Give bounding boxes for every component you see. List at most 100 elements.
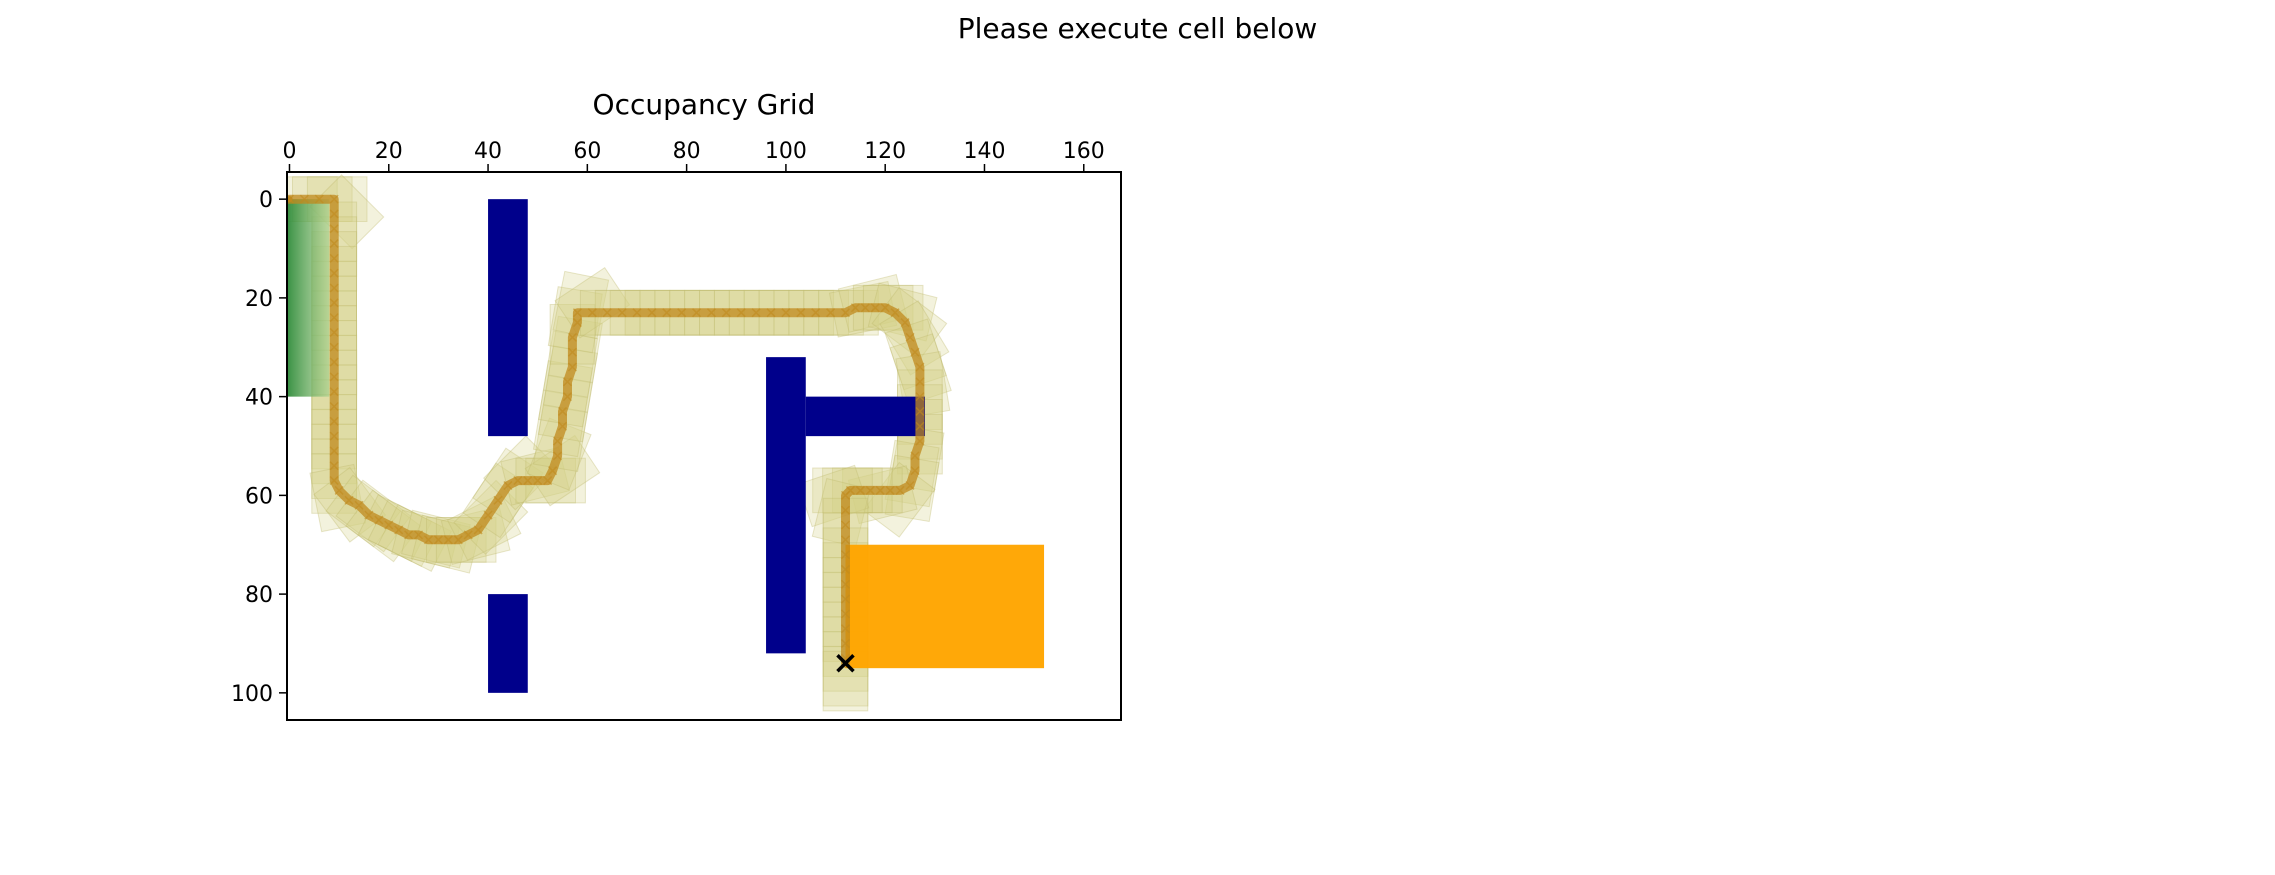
path-point [617, 308, 627, 318]
path-point [840, 490, 851, 500]
path-point [473, 525, 483, 535]
path-point [692, 308, 702, 318]
path-point [840, 564, 851, 574]
obstacle-block [488, 199, 528, 437]
path-point [329, 327, 339, 337]
path-point [329, 357, 339, 367]
path-point [453, 535, 463, 545]
path-point [840, 579, 851, 589]
path-point [423, 535, 434, 545]
path-point [543, 476, 553, 486]
goal-region [845, 544, 1045, 669]
path-point [483, 510, 493, 520]
x-tick-label: 0 [282, 139, 296, 164]
path-layer [287, 194, 925, 668]
path-point [329, 342, 339, 352]
path-point [895, 485, 905, 495]
path-point [915, 362, 925, 372]
end-marker-x [836, 653, 855, 673]
path-point [662, 308, 672, 318]
path-point [860, 303, 870, 313]
path-point [572, 318, 582, 328]
path-point [840, 550, 851, 560]
path-point [885, 485, 895, 495]
path-point [766, 308, 776, 318]
path-point [329, 372, 339, 382]
x-tick-label: 80 [673, 139, 701, 164]
path-point [840, 609, 851, 619]
y-tick-label: 60 [245, 484, 273, 509]
path-point [905, 480, 915, 491]
path-point [865, 485, 875, 495]
path-point [329, 298, 339, 308]
start-region [287, 199, 330, 397]
path-point [875, 485, 885, 495]
path-point [840, 624, 851, 634]
x-tick-label: 160 [1063, 139, 1105, 164]
path-point [915, 421, 925, 431]
path-point [910, 466, 920, 476]
path-point [503, 480, 513, 491]
path-point [443, 535, 453, 545]
path-point [562, 377, 573, 387]
path-point [840, 505, 851, 515]
path-point [840, 308, 851, 318]
path-point [433, 535, 443, 545]
path-point [329, 401, 339, 412]
path-point [890, 308, 900, 318]
footprint-mark [524, 434, 601, 507]
path-point [677, 308, 687, 318]
path-point [915, 436, 925, 446]
path-point [553, 451, 563, 461]
path-point [463, 530, 473, 540]
path-point [329, 239, 339, 249]
path-point [553, 436, 563, 446]
path-point [299, 194, 309, 204]
path-point [329, 387, 339, 397]
path-point [910, 347, 920, 357]
axes-frame [286, 171, 1122, 721]
path-point [915, 406, 925, 416]
path-point [736, 308, 746, 318]
path-point [414, 530, 424, 540]
x-tick-label: 120 [864, 139, 906, 164]
path-point [632, 308, 642, 318]
path-point [915, 377, 925, 387]
path-point [374, 515, 384, 525]
path-point [334, 485, 344, 495]
path-point [493, 495, 503, 505]
start-region-layer [287, 199, 330, 397]
path-point [567, 362, 577, 372]
path-point [329, 253, 339, 263]
path-point [329, 461, 339, 471]
path-point [850, 303, 860, 313]
path-point [329, 283, 339, 293]
path-point [905, 332, 915, 342]
x-tick-label: 60 [573, 139, 601, 164]
obstacles-layer [488, 199, 925, 693]
path-point [855, 485, 865, 495]
path-point [562, 392, 573, 402]
path-point [329, 224, 339, 234]
path-point [587, 308, 597, 318]
path-point [870, 303, 880, 313]
path-point [915, 392, 925, 402]
path-point [557, 406, 568, 416]
path-point [329, 416, 339, 426]
path-point [314, 194, 324, 204]
y-tick-label: 100 [231, 682, 273, 707]
path-point [910, 451, 920, 461]
x-tick-label: 100 [765, 139, 807, 164]
x-tick-label: 20 [375, 139, 403, 164]
path-point [513, 476, 523, 486]
chart-title: Occupancy Grid [593, 88, 816, 121]
path-point [329, 446, 339, 456]
obstacle-block [766, 357, 806, 654]
path-point [751, 308, 761, 318]
path-point [404, 530, 414, 540]
x-tick-label: 40 [474, 139, 502, 164]
path-point [523, 476, 533, 486]
path-point [384, 520, 394, 530]
path-point [602, 308, 612, 318]
x-tick-label: 140 [963, 139, 1005, 164]
